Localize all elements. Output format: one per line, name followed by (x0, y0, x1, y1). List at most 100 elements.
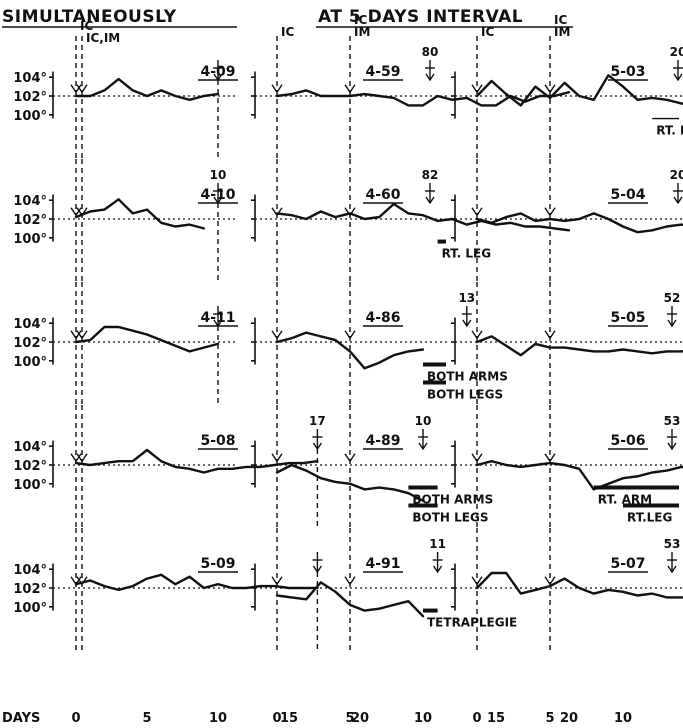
panel-4-59-injection-label: IM (354, 25, 370, 39)
panel-5-08-ytick-label-100: 100° (13, 478, 47, 493)
panel-5-07-death-arrow (667, 565, 677, 574)
x-tick-1-0: 0 (272, 711, 281, 726)
panel-4-89-death-day: 10 (415, 414, 432, 428)
panel-4-86-temperature-curve (275, 331, 425, 370)
panel-4-86-death-arrow (462, 319, 472, 328)
panel-5-08-temperature-curve (74, 448, 319, 474)
panel-5-03-injection-label: IC (554, 13, 567, 27)
x-axis-label-days: DAYS (2, 711, 40, 726)
panel-5-07-injection-arrow (471, 576, 483, 586)
panel-4-89-temperature-curve (275, 463, 425, 502)
panel-4-09-injection-label: IC,IM (86, 31, 120, 45)
panel-4-11-temperature-curve (74, 325, 220, 353)
panel-4-86-injection-arrow (271, 330, 283, 340)
panel-4-60-label: 4-60 (365, 187, 400, 203)
panel-4-11-ytick-label-104: 104° (13, 317, 47, 332)
panel-5-09-label: 5-09 (200, 556, 235, 572)
panel-4-91-label: 4-91 (365, 556, 400, 572)
panel-5-04-death-day: 20 (670, 168, 683, 182)
panel-5-06-temperature-curve (475, 460, 683, 491)
panel-5-08-injection-arrow (76, 453, 88, 463)
panel-4-11-ytick-label-102: 102° (13, 336, 47, 351)
header-5-days-interval: AT 5 DAYS INTERVAL (318, 7, 523, 27)
panel-5-04-injection-arrow (544, 207, 556, 217)
panel-5-08-death-day: 17 (309, 414, 326, 428)
panel-5-03-paralysis-rt-leg: RT. LEG (656, 124, 683, 138)
panel-5-04-temperature-curve (475, 212, 683, 234)
panel-5-03-injection-label: IC (481, 25, 494, 39)
panel-4-91-injection-arrow (271, 576, 283, 586)
panel-4-09-temperature-curve (74, 77, 220, 102)
panels-layer: 104°102°100°ICIC,IM4-09104°102°100°4-101… (13, 13, 683, 653)
panel-5-06-paralysis-rt-leg: RT.LEG (627, 511, 672, 525)
panel-5-04-injection-arrow (471, 207, 483, 217)
panel-5-09-injection-arrow (76, 576, 88, 586)
panel-4-09-ytick-label-104: 104° (13, 71, 47, 86)
panel-4-60-death-arrow (425, 196, 435, 205)
panel-5-03-death-day: 20 (670, 45, 683, 59)
panel-4-59-label: 4-59 (365, 64, 400, 80)
panel-4-86-death-day: 13 (458, 291, 475, 305)
panel-4-59-death-day: 80 (422, 45, 439, 59)
panel-5-07-death-day: 53 (664, 537, 681, 551)
panel-5-06-death-arrow (667, 442, 677, 451)
panel-5-04-death-arrow (673, 196, 683, 205)
panel-4-59-injection-label: IC (281, 25, 294, 39)
panel-4-09-ytick-label-100: 100° (13, 109, 47, 124)
panel-4-11-injection-arrow (76, 330, 88, 340)
x-tick-1-5: 5 (345, 711, 354, 726)
panel-4-60-injection-arrow (271, 207, 283, 217)
panel-4-60-death-day: 82 (422, 168, 439, 182)
x-tick-0-20: 20 (351, 711, 369, 726)
panel-5-05-temperature-curve (475, 335, 683, 357)
panel-4-59-injection-arrow (271, 84, 283, 94)
panel-4-86-injection-arrow (344, 330, 356, 340)
panel-4-89-paralysis-both-arms: BOTH ARMS (412, 493, 493, 507)
panel-4-09-ytick-label-102: 102° (13, 90, 47, 105)
x-tick-2-0: 0 (472, 711, 481, 726)
panel-5-03-injection-label: IM (554, 25, 570, 39)
panel-5-03-label: 5-03 (610, 64, 645, 80)
panel-4-91-paralysis-tetraplegie: TETRAPLEGIE (427, 616, 517, 630)
panel-5-07-injection-arrow (544, 576, 556, 586)
panel-4-59-temperature-curve (275, 89, 571, 107)
panel-4-59-injection-label: IC (354, 13, 367, 27)
panel-4-09-injection-arrow (76, 84, 88, 94)
panel-5-06-death-day: 53 (664, 414, 681, 428)
panel-4-91-injection-arrow (344, 576, 356, 586)
panel-4-89-death-arrow (418, 442, 428, 451)
panel-5-07-temperature-curve (475, 571, 683, 599)
x-tick-2-10: 10 (614, 711, 632, 726)
panel-5-04-label: 5-04 (610, 187, 645, 203)
panel-4-60-temperature-curve (275, 202, 571, 232)
panel-4-09-injection-label: IC (80, 19, 93, 33)
panel-4-91-temperature-curve (275, 581, 425, 618)
panel-5-05-death-arrow (667, 319, 677, 328)
panel-4-89-injection-arrow (271, 453, 283, 463)
x-tick-0-0: 0 (71, 711, 80, 726)
x-tick-1-20: 20 (560, 711, 578, 726)
panel-5-05-label: 5-05 (610, 310, 645, 326)
panel-4-10-temperature-curve (74, 198, 206, 230)
panel-5-03-temperature-curve (475, 74, 683, 107)
panel-4-60-paralysis-rt-leg: RT. LEG (442, 247, 492, 261)
x-ticks-layer: 05101520051015200510152025 (71, 711, 632, 726)
x-tick-1-10: 10 (414, 711, 432, 726)
x-tick-2-5: 5 (545, 711, 554, 726)
panel-5-05-injection-arrow (471, 330, 483, 340)
panel-4-59-injection-arrow (344, 84, 356, 94)
panel-4-91-death-arrow (433, 565, 443, 574)
panel-5-08-ytick-label-102: 102° (13, 459, 47, 474)
panel-5-09-ytick-label-104: 104° (13, 563, 47, 578)
panel-4-10-ytick-label-100: 100° (13, 232, 47, 247)
x-tick-0-10: 10 (209, 711, 227, 726)
panel-4-86-paralysis-both-arms: BOTH ARMS (427, 370, 508, 384)
panel-4-10-death-day: 10 (210, 168, 227, 182)
panel-4-86-paralysis-both-legs: BOTH LEGS (427, 388, 503, 402)
panel-5-07-label: 5-07 (610, 556, 645, 572)
panel-4-89-label: 4-89 (365, 433, 400, 449)
panel-5-08-label: 5-08 (200, 433, 235, 449)
panel-5-03-injection-arrow (544, 84, 556, 94)
panel-4-89-injection-arrow (344, 453, 356, 463)
